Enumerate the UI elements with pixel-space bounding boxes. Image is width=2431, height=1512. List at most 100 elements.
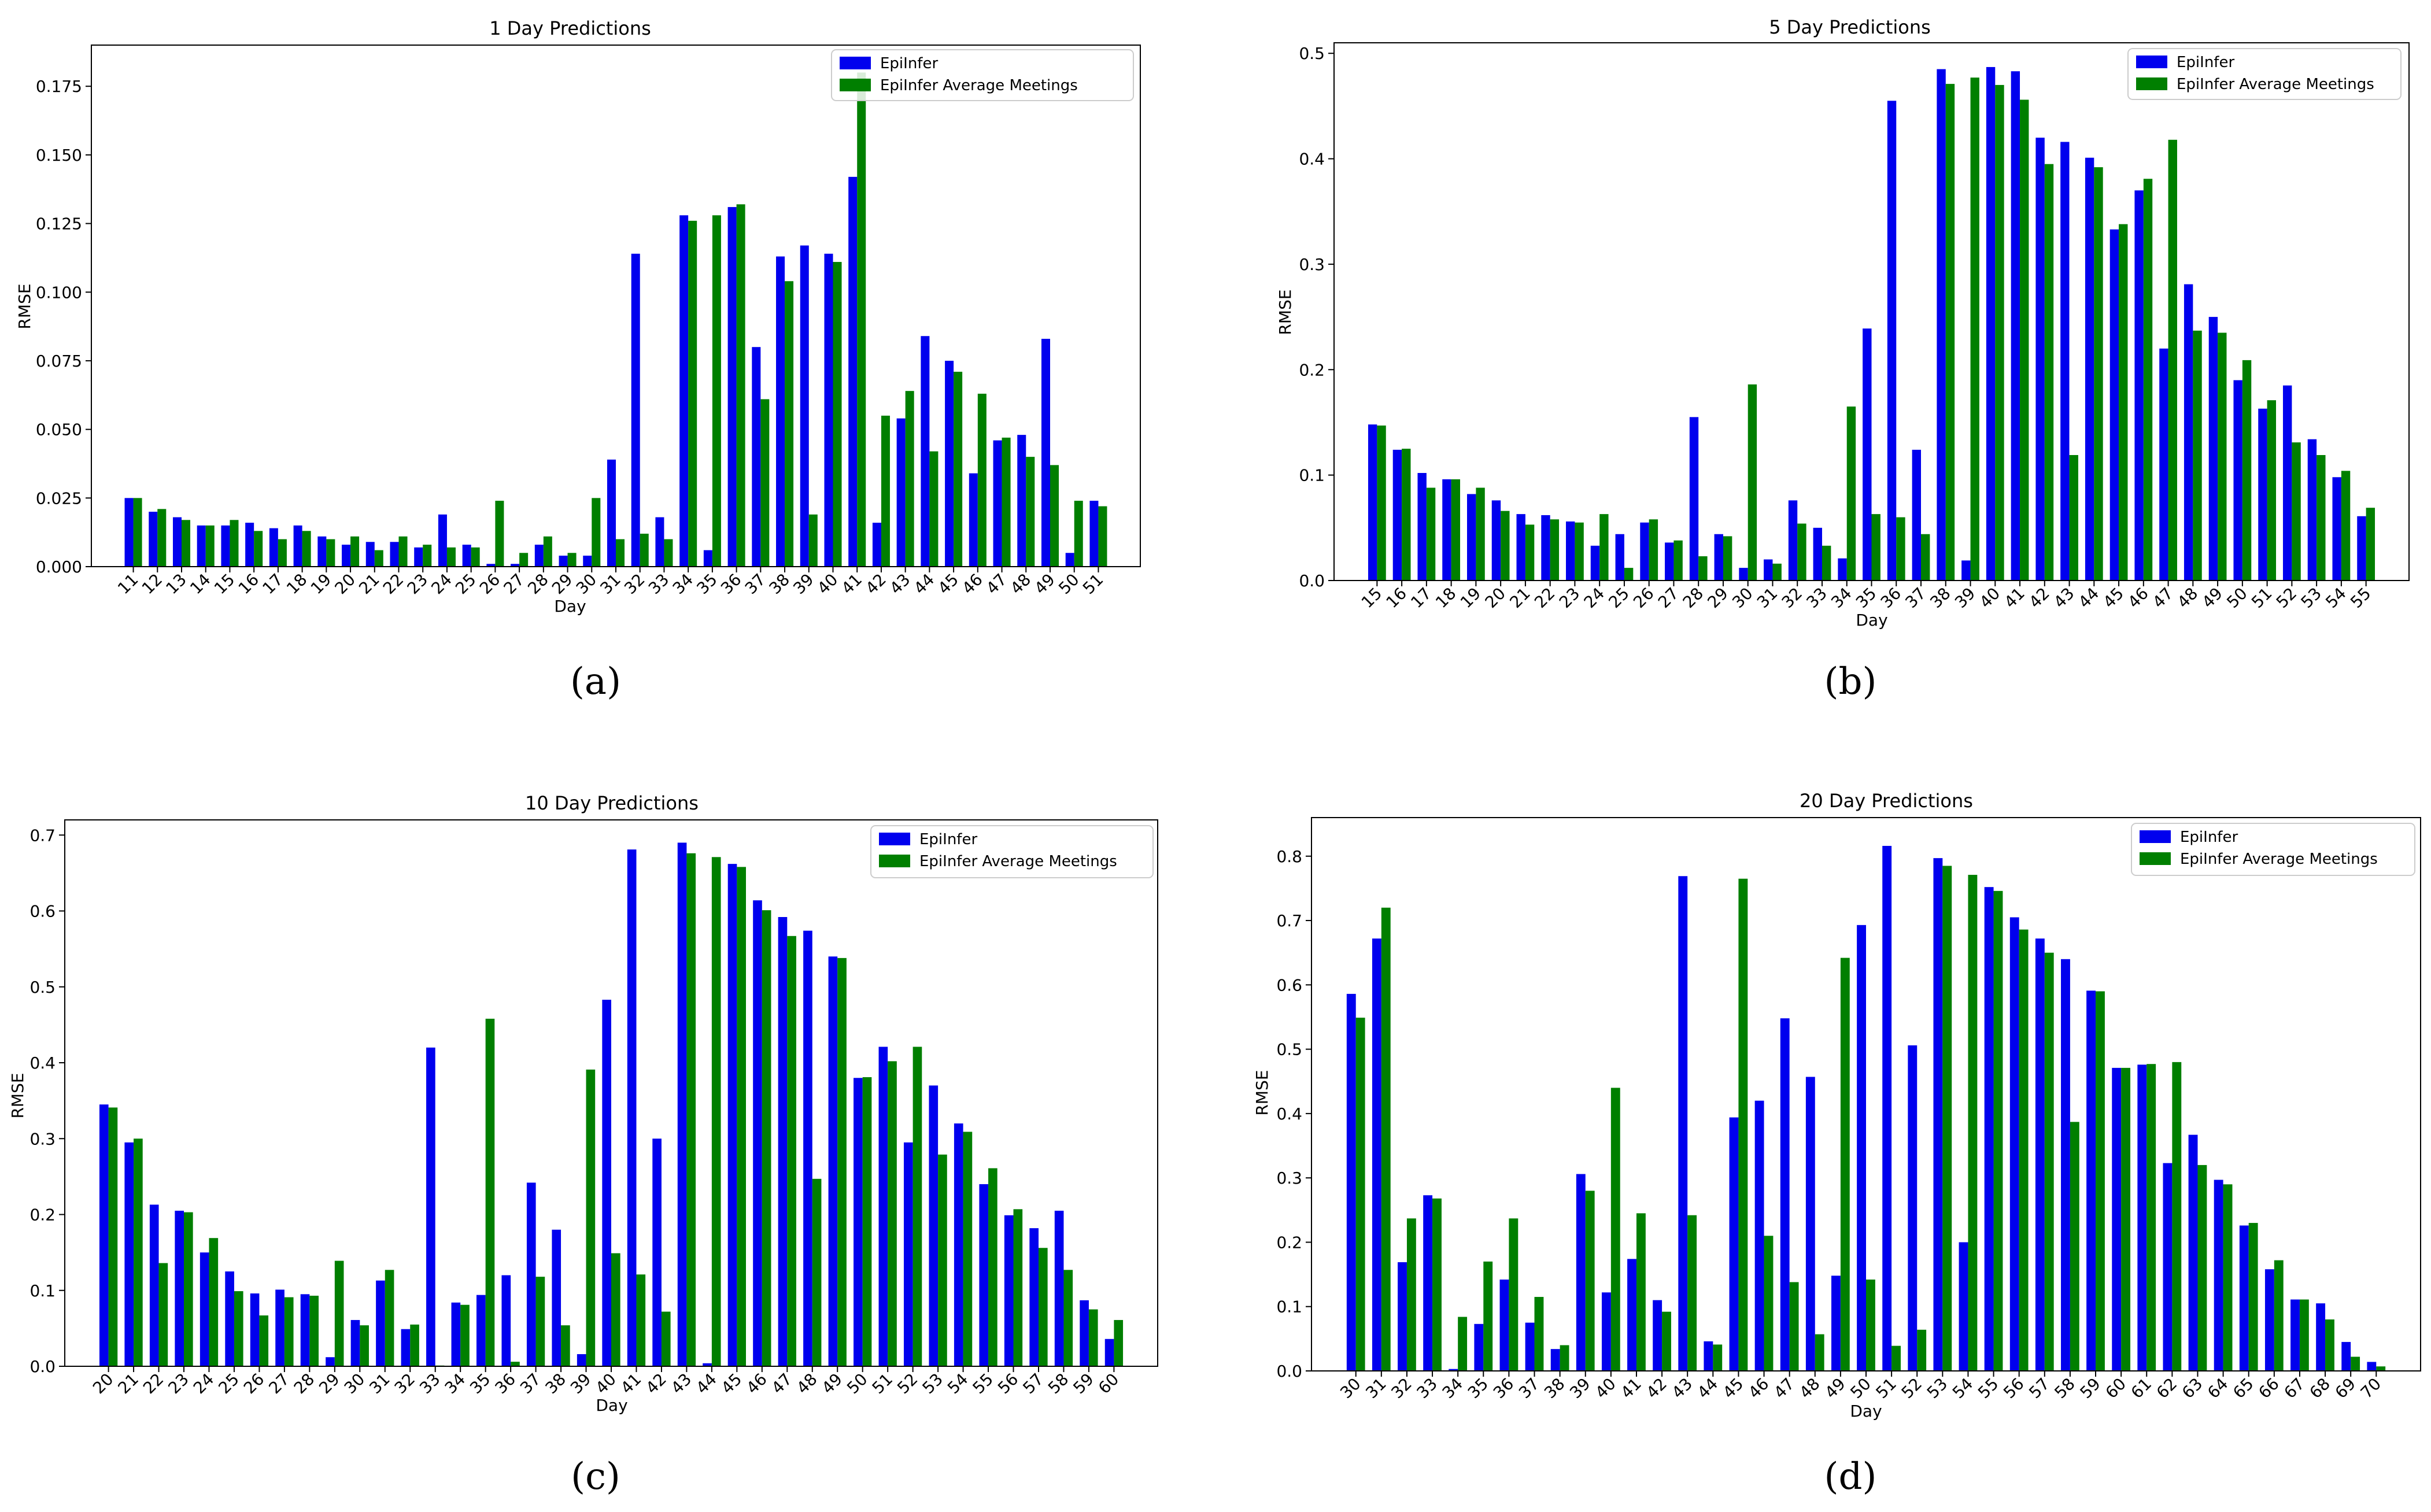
bar	[365, 542, 375, 567]
bar	[385, 1270, 394, 1366]
bar	[2060, 142, 2070, 581]
y-axis-label: RMSE	[1253, 1070, 1272, 1115]
bar	[1104, 1339, 1114, 1366]
bar	[149, 512, 158, 567]
bar	[526, 1182, 536, 1367]
bar	[2172, 1062, 2182, 1371]
bar	[652, 1138, 662, 1366]
bar	[736, 204, 745, 567]
bar	[158, 1263, 168, 1366]
bar	[269, 528, 278, 567]
bar	[184, 1212, 193, 1366]
bar	[2134, 190, 2144, 581]
bar	[2208, 317, 2218, 581]
bar	[1065, 553, 1074, 567]
legend-swatch	[879, 855, 910, 867]
bar	[2307, 439, 2317, 581]
bar	[1871, 514, 1880, 581]
bar	[712, 215, 721, 567]
bar	[1114, 1319, 1124, 1366]
bar	[1857, 925, 1866, 1371]
bar	[2193, 330, 2202, 581]
bar	[1863, 328, 1872, 581]
bar	[1576, 1174, 1586, 1371]
legend-swatch	[2136, 56, 2167, 68]
legend-box	[831, 49, 1134, 101]
bar	[616, 539, 625, 567]
bar	[808, 514, 818, 567]
bar	[753, 900, 762, 1367]
bar	[1402, 449, 1411, 581]
bar	[414, 547, 423, 567]
y-tick-label: 0.0	[29, 1357, 56, 1376]
bar	[1089, 501, 1099, 567]
bar	[2070, 1122, 2079, 1371]
chart-plot: 0.00.10.20.30.40.51516171819202122232425…	[1299, 42, 2410, 612]
chart-plot: 0.00.10.20.30.40.50.60.70.83031323334353…	[1276, 817, 2421, 1402]
bar	[1723, 536, 1732, 581]
bar	[640, 534, 649, 567]
bar	[302, 531, 311, 567]
bar	[954, 371, 963, 567]
bar	[636, 1274, 646, 1366]
bar	[2242, 360, 2252, 581]
bar	[1846, 406, 1856, 581]
y-tick-label: 0.3	[1299, 255, 1325, 274]
bar	[963, 1132, 973, 1366]
legend-label: EpiInfer Average Meetings	[2177, 76, 2374, 93]
bar	[124, 1142, 134, 1366]
chart-title: 20 Day Predictions	[1800, 790, 1973, 812]
bar	[209, 1238, 219, 1366]
bar	[1029, 1228, 1039, 1367]
bar	[471, 547, 480, 567]
bar	[2258, 408, 2267, 581]
bar	[686, 853, 696, 1366]
bar	[2299, 1299, 2309, 1371]
bar	[2351, 1356, 2360, 1371]
bar	[559, 556, 568, 567]
bar	[760, 399, 770, 567]
bar	[1891, 1345, 1901, 1371]
bar	[2282, 385, 2292, 581]
legend-swatch	[840, 79, 871, 91]
bar	[2290, 1299, 2300, 1371]
bar	[602, 1000, 611, 1366]
bar	[2274, 1260, 2284, 1371]
bar	[1772, 563, 1782, 581]
bar	[1665, 542, 1674, 581]
bar	[2109, 229, 2119, 581]
legend-box	[870, 825, 1154, 878]
bar	[360, 1325, 369, 1367]
y-tick-label: 0.7	[1276, 911, 1302, 930]
bar	[938, 1154, 947, 1366]
bar	[133, 498, 142, 567]
bar	[737, 867, 746, 1367]
chart-plot: 0.000 0.025 0.050 0.075 0.100 0.125 0.150 0.175…	[36, 45, 1141, 598]
bar	[2188, 1134, 2198, 1371]
y-tick-label: 0.2	[29, 1206, 56, 1225]
legend-label: EpiInfer Average Meetings	[2180, 851, 2378, 868]
bar	[1550, 1349, 1560, 1371]
bar	[583, 556, 592, 567]
bar	[326, 539, 335, 567]
bar	[1831, 1276, 1841, 1371]
bar	[812, 1178, 822, 1366]
bar	[1474, 1324, 1484, 1371]
bar	[993, 440, 1002, 567]
bar	[1713, 1344, 1723, 1371]
bar	[1423, 1195, 1433, 1371]
bar	[1995, 84, 2004, 581]
bar	[293, 525, 302, 567]
bar	[1739, 568, 1748, 581]
bar	[727, 207, 737, 567]
bar	[350, 536, 360, 567]
bar	[1984, 887, 1994, 1371]
bar	[2086, 990, 2096, 1371]
bar	[1788, 500, 1798, 581]
x-axis-label: Day	[1850, 1402, 1882, 1421]
y-tick-label: 0.1	[1299, 466, 1325, 485]
bar	[2009, 917, 2019, 1371]
bar	[197, 525, 206, 567]
x-axis-label: Day	[596, 1396, 627, 1415]
bar	[501, 1275, 511, 1366]
